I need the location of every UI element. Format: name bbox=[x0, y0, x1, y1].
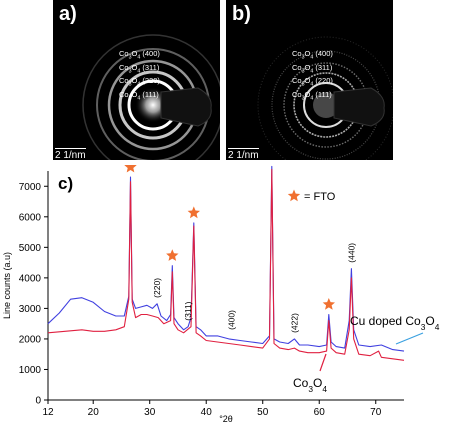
y-tick-label: 3000 bbox=[19, 304, 42, 315]
y-tick-label: 4000 bbox=[19, 273, 42, 284]
peak-label: (440) bbox=[346, 243, 356, 263]
y-tick-label: 2000 bbox=[19, 334, 42, 345]
xrd-chart: 12 20 30 40 50 60 70 0 1000 2000 3000 4000 5000 6000 7… bbox=[2, 165, 440, 422]
diffraction-pattern-b bbox=[257, 36, 393, 160]
legend-label: = FTO bbox=[304, 191, 336, 203]
fto-star-marker bbox=[322, 298, 335, 310]
diffraction-pattern-a bbox=[82, 34, 220, 160]
legend-star-icon bbox=[287, 189, 301, 202]
plane-label: Co3O4 (400) bbox=[292, 49, 333, 61]
x-tick-label: 30 bbox=[144, 407, 156, 418]
panel-b-letter: b) bbox=[232, 3, 251, 25]
plane-label: Co3O4 (111) bbox=[292, 89, 332, 102]
peak-label: (422) bbox=[289, 313, 299, 333]
y-tick-label: 1000 bbox=[19, 365, 42, 376]
co3o4-pointer bbox=[319, 353, 327, 372]
x-tick-label: 12 bbox=[42, 407, 54, 418]
x-tick-label: 70 bbox=[370, 407, 382, 418]
diffraction-panel-a: a) Co3O4 (400) Co3O4 (311) Co3O4 (220) C… bbox=[53, 0, 220, 160]
peak-label: (220) bbox=[152, 278, 162, 298]
series-line-co3o4 bbox=[47, 168, 405, 361]
x-axis-label: °2θ bbox=[219, 414, 233, 422]
x-tick-label: 20 bbox=[88, 407, 100, 418]
peak-label: (311) bbox=[183, 301, 193, 320]
plane-label: Co3O4 (220) bbox=[292, 76, 333, 88]
panel-c-letter: c) bbox=[58, 174, 73, 193]
panel-a-letter: a) bbox=[59, 3, 77, 25]
peak-label: (400) bbox=[227, 310, 237, 330]
plane-label: Co3O4 (311) bbox=[292, 62, 333, 75]
diffraction-panel-b: b) Co3O4 (400) Co3O4 (311) Co3O4 (220) C… bbox=[226, 0, 393, 160]
plane-label: Co3O4 (311) bbox=[119, 62, 160, 75]
y-tick-label: 0 bbox=[35, 396, 41, 407]
y-axis-label: Line counts (a.u) bbox=[2, 252, 12, 319]
scale-bar-a: 2 1/nm bbox=[55, 148, 86, 160]
fto-star-marker bbox=[166, 249, 179, 261]
series-label-co3o4: Co3O4 bbox=[293, 376, 327, 394]
cu-doped-pointer bbox=[395, 332, 424, 345]
fto-star-marker bbox=[187, 206, 200, 219]
plane-labels-b: Co3O4 (400) Co3O4 (311) Co3O4 (220) Co3O… bbox=[292, 49, 333, 103]
x-tick-label: 60 bbox=[314, 407, 326, 418]
x-tick-label: 50 bbox=[257, 407, 269, 418]
plane-label: Co3O4 (400) bbox=[119, 49, 160, 61]
y-tick-label: 5000 bbox=[19, 243, 42, 254]
x-tick-label: 40 bbox=[201, 407, 213, 418]
scale-bar-b: 2 1/nm bbox=[228, 148, 259, 160]
fto-star-marker bbox=[124, 165, 137, 173]
plane-label: Co3O4 (111) bbox=[119, 89, 159, 102]
series-label-cu-doped: Cu doped Co3O4 bbox=[350, 314, 440, 332]
plane-labels-a: Co3O4 (400) Co3O4 (311) Co3O4 (220) Co3O… bbox=[119, 49, 160, 103]
y-tick-label: 7000 bbox=[19, 182, 42, 193]
plot-area: 12 20 30 40 50 60 70 0 1000 2000 3000 4000 5000 6000 7… bbox=[2, 165, 440, 422]
plane-label: Co3O4 (220) bbox=[119, 76, 160, 88]
y-tick-label: 6000 bbox=[19, 212, 42, 223]
